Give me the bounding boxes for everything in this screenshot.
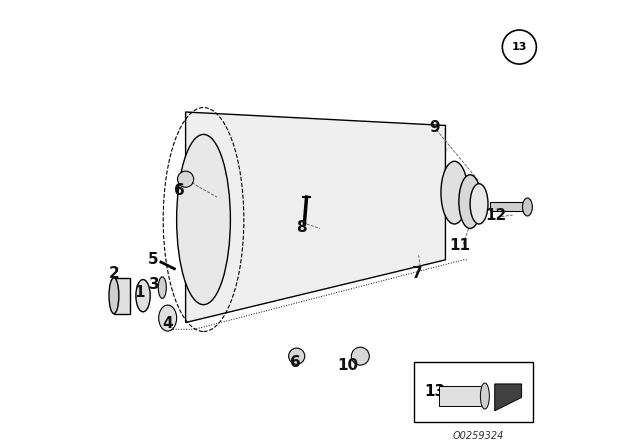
Text: 10: 10 (338, 358, 359, 373)
Circle shape (177, 171, 194, 187)
Ellipse shape (159, 305, 177, 331)
Polygon shape (114, 278, 130, 314)
FancyBboxPatch shape (414, 362, 533, 422)
Polygon shape (186, 112, 445, 323)
Text: 13: 13 (424, 384, 445, 399)
Text: O0259324: O0259324 (452, 431, 504, 441)
Polygon shape (490, 202, 526, 211)
FancyBboxPatch shape (439, 386, 481, 406)
Text: 6: 6 (174, 183, 185, 198)
Text: 7: 7 (412, 266, 423, 281)
Ellipse shape (522, 198, 532, 216)
Circle shape (502, 30, 536, 64)
Ellipse shape (109, 278, 119, 314)
Ellipse shape (459, 175, 481, 228)
Text: 11: 11 (449, 238, 470, 253)
Text: 8: 8 (296, 220, 307, 235)
Ellipse shape (481, 383, 490, 409)
Text: 4: 4 (163, 316, 173, 331)
Circle shape (289, 348, 305, 364)
Text: 3: 3 (149, 277, 159, 292)
Text: 12: 12 (485, 208, 506, 224)
Ellipse shape (136, 280, 150, 312)
Text: 13: 13 (511, 42, 527, 52)
Text: 9: 9 (429, 120, 440, 135)
Polygon shape (495, 384, 522, 411)
Text: 1: 1 (134, 284, 145, 300)
Circle shape (351, 347, 369, 365)
Text: 2: 2 (109, 266, 119, 281)
Ellipse shape (177, 134, 230, 305)
Ellipse shape (470, 184, 488, 224)
Ellipse shape (441, 161, 468, 224)
Ellipse shape (158, 277, 166, 298)
Text: 5: 5 (148, 252, 158, 267)
Text: 6: 6 (290, 355, 301, 370)
